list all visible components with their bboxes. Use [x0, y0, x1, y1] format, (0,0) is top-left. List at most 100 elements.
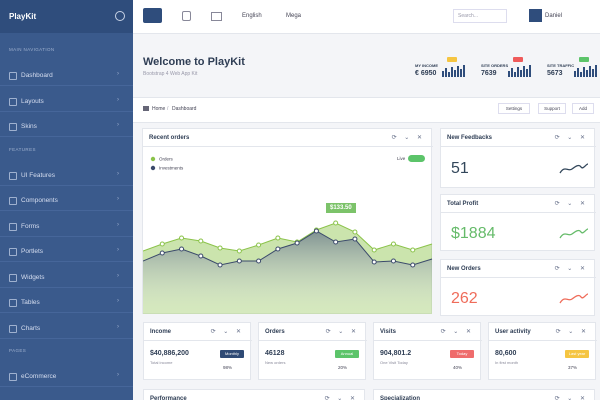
stat-spark-bar — [463, 65, 465, 77]
card-divider — [441, 277, 596, 278]
stat-badge: Annual — [335, 350, 359, 358]
card-controls[interactable]: ⟳ ⌄ ✕ — [554, 266, 588, 272]
card-controls[interactable]: ⟳ ⌄ ✕ — [554, 201, 588, 207]
stat-spark-bar — [520, 70, 522, 77]
stat-spark-bar — [517, 67, 519, 77]
nav-item[interactable]: Portlets — [21, 248, 44, 255]
nav-item[interactable]: Layouts — [21, 97, 44, 105]
sparkline — [559, 163, 589, 174]
nav-icon[interactable] — [9, 171, 17, 180]
data-point — [159, 250, 165, 256]
card-controls[interactable]: ⟳ ⌄ ✕ — [324, 396, 358, 400]
stat-caption: In first month — [495, 360, 519, 365]
stat-spark-bar — [514, 72, 516, 77]
avatar[interactable] — [529, 9, 542, 22]
stat-spark-bar — [580, 72, 582, 77]
nav-item[interactable]: Skins — [21, 123, 37, 130]
nav-arrow[interactable]: › — [117, 122, 119, 128]
nav-icon[interactable] — [9, 373, 17, 381]
data-point — [371, 259, 377, 265]
sidebar — [0, 0, 133, 400]
nav-item[interactable]: Charts — [21, 324, 41, 332]
nav-icon[interactable] — [9, 299, 17, 307]
nav-section-title: MAIN NAVIGATION — [9, 47, 55, 52]
nav-arrow[interactable]: › — [117, 71, 119, 77]
card-divider — [374, 340, 482, 341]
nav-arrow[interactable]: › — [117, 96, 119, 103]
nav-icon[interactable] — [9, 324, 17, 333]
nav-item[interactable]: UI Features — [21, 171, 55, 179]
card-controls[interactable]: ⟳ ⌄ ✕ — [391, 135, 425, 141]
card-divider — [441, 146, 596, 147]
stat-spark-bar — [448, 72, 450, 77]
nav-icon[interactable] — [9, 72, 17, 80]
nav-divider — [0, 110, 133, 112]
nav-arrow[interactable]: › — [117, 221, 119, 228]
menu-toggle[interactable] — [143, 8, 162, 23]
stat-percent: 37% — [568, 365, 578, 370]
card-controls[interactable]: ⟳ ⌄ ✕ — [210, 329, 244, 335]
breadcrumb-item[interactable]: Dashboard — [172, 106, 197, 112]
language[interactable]: English — [242, 13, 262, 19]
header-button[interactable]: Support — [538, 103, 566, 114]
card-title: Total Profit — [447, 201, 479, 207]
data-point — [410, 262, 416, 268]
nav-item[interactable]: Widgets — [21, 273, 45, 281]
card-controls[interactable]: ⟳ ⌄ ✕ — [554, 135, 588, 141]
settings-icon[interactable] — [115, 11, 125, 21]
recent-orders-card: Recent orders ⟳ ⌄ ✕ Live Orders Investments $… — [142, 128, 433, 314]
card-controls[interactable]: ⟳ ⌄ ✕ — [555, 329, 589, 335]
nav-icon[interactable] — [9, 273, 17, 282]
data-point — [198, 253, 204, 259]
nav-item[interactable]: Tables — [21, 299, 40, 306]
card-controls[interactable]: ⟳ ⌄ ✕ — [325, 329, 359, 335]
header-button[interactable]: Settings — [498, 103, 530, 114]
nav-divider — [0, 184, 133, 186]
nav-arrow[interactable]: › — [117, 323, 119, 330]
data-point — [256, 242, 262, 248]
live-toggle[interactable] — [408, 155, 425, 162]
nav-icon[interactable] — [9, 97, 17, 106]
user-name[interactable]: Daniel — [545, 13, 563, 19]
data-point — [179, 235, 185, 241]
nav-arrow[interactable]: › — [117, 372, 119, 378]
mega-menu[interactable]: Mega — [286, 13, 302, 19]
nav-icon[interactable] — [9, 197, 17, 205]
header-button[interactable]: Add — [572, 103, 594, 114]
nav-icon[interactable] — [9, 248, 17, 256]
chart-tooltip: $133.50 — [326, 203, 356, 213]
stat-badge — [447, 57, 457, 62]
stat-label: SITE ORDERS — [481, 63, 509, 68]
notifications[interactable] — [182, 11, 191, 21]
nav-item[interactable]: eCommerce — [21, 373, 57, 380]
nav-arrow[interactable]: › — [117, 272, 119, 279]
nav-divider — [0, 386, 133, 387]
nav-icon[interactable] — [9, 123, 17, 131]
nav-arrow[interactable]: › — [117, 196, 119, 202]
nav-item[interactable]: Forms — [21, 222, 40, 230]
nav-item[interactable]: Components — [21, 197, 58, 204]
messages[interactable] — [211, 12, 222, 21]
breadcrumb-item[interactable]: Home — [152, 106, 166, 112]
nav-arrow[interactable]: › — [117, 298, 119, 304]
stat-spark-bar — [574, 71, 576, 77]
nav-arrow[interactable]: › — [117, 170, 119, 177]
stat-spark-bar — [454, 70, 456, 77]
card-divider — [144, 340, 252, 341]
nav-icon[interactable] — [9, 222, 17, 231]
stat-badge — [513, 57, 523, 62]
breadcrumb-bar — [133, 97, 600, 123]
data-point — [333, 220, 339, 226]
card-controls[interactable]: ⟳ ⌄ ✕ — [554, 396, 588, 400]
stat-spark-bar — [457, 66, 459, 77]
brand[interactable]: PlayKit — [9, 12, 37, 21]
series-line — [143, 230, 433, 266]
nav-item[interactable]: Dashboard — [21, 72, 53, 79]
nav-divider — [0, 235, 133, 237]
search-placeholder[interactable]: Search... — [458, 13, 479, 19]
stat-value: 7639 — [481, 70, 497, 77]
stat-badge: Today — [450, 350, 474, 358]
search-box[interactable] — [453, 9, 507, 23]
nav-arrow[interactable]: › — [117, 247, 119, 253]
card-controls[interactable]: ⟳ ⌄ ✕ — [440, 329, 474, 335]
